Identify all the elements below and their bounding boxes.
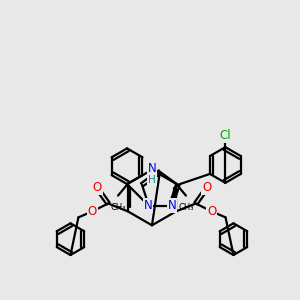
Text: Cl: Cl: [220, 129, 231, 142]
Text: N: N: [168, 199, 176, 212]
Text: O: O: [202, 181, 211, 194]
Text: H: H: [148, 175, 156, 185]
Text: CH₃: CH₃: [110, 203, 126, 212]
Text: O: O: [93, 181, 102, 194]
Text: O: O: [207, 205, 216, 218]
Text: N: N: [148, 162, 156, 175]
Text: O: O: [88, 205, 97, 218]
Text: N: N: [143, 199, 152, 212]
Text: CH₃: CH₃: [178, 203, 194, 212]
